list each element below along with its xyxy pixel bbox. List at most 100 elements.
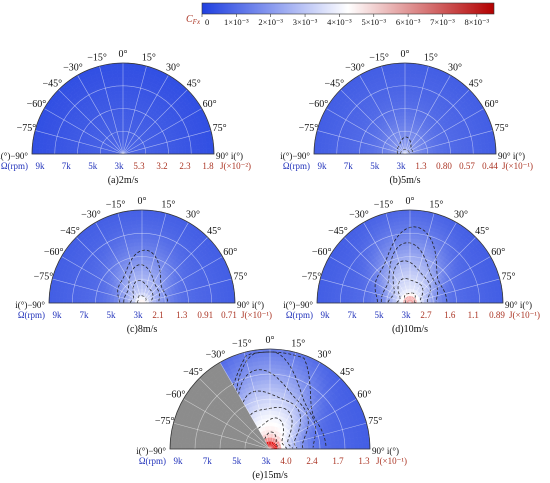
heatmap-cell [407, 263, 411, 268]
heatmap-cell [341, 293, 347, 300]
heatmap-cell [402, 111, 406, 116]
heatmap-cell [45, 148, 50, 155]
heatmap-cell [84, 295, 90, 300]
angle-tick-label: −15° [106, 200, 126, 211]
heatmap-cell [141, 256, 146, 261]
heatmap-cell [443, 151, 448, 155]
polar-grid [31, 62, 215, 155]
heatmap-cell [120, 122, 124, 127]
heatmap-cell [199, 148, 204, 155]
heatmap-cell [138, 252, 143, 257]
heatmap-cell [138, 256, 143, 261]
heatmap-cell [63, 146, 68, 151]
heatmap-cell [188, 299, 193, 304]
heatmap-cell [115, 101, 121, 106]
heatmap-cell [182, 149, 187, 155]
heatmap-cell [141, 241, 147, 247]
left-angle-label: i(°)−90° [15, 300, 45, 310]
heatmap-cell [404, 227, 411, 232]
heatmap-cell [202, 294, 207, 300]
heatmap-cell [135, 209, 143, 214]
heatmap-cell [356, 299, 361, 304]
heatmap-cell [141, 224, 148, 229]
heatmap-cell [404, 76, 411, 81]
j-axis-label: J(×10⁻²) [220, 161, 251, 171]
heatmap-cell [98, 299, 103, 304]
colorbar-gradient [201, 2, 495, 15]
heatmap-cell [446, 150, 451, 155]
heatmap-cell [362, 151, 367, 155]
heatmap-cell [174, 146, 180, 151]
heatmap-cell [403, 252, 408, 258]
heatmap-cell [206, 298, 211, 304]
heatmap-cell [359, 150, 364, 155]
colorbar-tick-label: 0 [205, 17, 209, 27]
grid-spoke [44, 108, 124, 155]
heatmap-cell [117, 80, 124, 85]
heatmap-cell [352, 299, 357, 304]
left-angle-label: i(°)−90° [0, 151, 28, 161]
heatmap-cell [327, 148, 332, 155]
heatmap-cell [445, 297, 450, 301]
heatmap-cell [194, 295, 200, 300]
heatmap-cell [185, 149, 190, 155]
heatmap-cell [406, 259, 411, 264]
heatmap-cell [175, 150, 180, 155]
heatmap-cell [452, 299, 457, 304]
heatmap-cell [402, 249, 407, 254]
heatmap-cell [168, 150, 173, 155]
heatmap-cell [210, 147, 215, 155]
heatmap-cell [117, 76, 124, 81]
heatmap-cell [135, 213, 143, 218]
heatmap-cell [117, 69, 124, 74]
heatmap-cell [122, 108, 127, 113]
heatmap-cell [331, 148, 336, 155]
heatmap-cell [184, 299, 189, 304]
grid-spoke [122, 66, 147, 155]
colorbar-tick-label: 1×10⁻³ [224, 17, 249, 27]
heatmap-cell [446, 147, 451, 152]
heatmap-cell [363, 299, 368, 304]
heatmap-cell [160, 148, 166, 152]
heatmap-cell [485, 148, 490, 155]
heatmap-cell [185, 145, 190, 151]
heatmap-cell [137, 234, 143, 239]
heatmap-cell [466, 294, 471, 300]
heatmap-cell [134, 245, 139, 251]
heatmap-cell [401, 104, 406, 109]
heatmap-cell [460, 146, 465, 151]
heatmap-cell [184, 296, 189, 301]
heatmap-cell [453, 146, 458, 152]
heatmap-cell [348, 150, 353, 155]
heatmap-cell [398, 108, 403, 113]
heatmap-cell [409, 234, 415, 239]
heatmap-cell [341, 149, 346, 155]
heatmap-cell [196, 148, 201, 155]
heatmap-cell [404, 87, 410, 92]
heatmap-cell [202, 298, 207, 304]
heatmap-cell [141, 238, 147, 243]
heatmap-cell [413, 238, 419, 243]
heatmap-cell [404, 104, 409, 109]
heatmap-cell [31, 147, 36, 155]
heatmap-cell [81, 294, 86, 300]
colorbar-ticks: 0 1×10⁻³ 2×10⁻³ 3×10⁻³ 4×10⁻³ 5×10⁻³ 6×10⁻³ 7×1… [201, 14, 490, 27]
heatmap-cell [216, 297, 221, 304]
angle-tick-label: −60° [44, 247, 64, 258]
heatmap-cell [138, 249, 143, 254]
heatmap-cell [220, 297, 225, 304]
heatmap-cell [481, 148, 486, 155]
heatmap-cell [141, 216, 148, 222]
heatmap-cell [70, 150, 75, 155]
angle-tick-label: 15° [142, 52, 156, 63]
heatmap-cell [35, 148, 40, 155]
heatmap-cell [408, 90, 414, 96]
left-angle-label: i(°)−90° [280, 151, 310, 161]
heatmap-cell [135, 252, 140, 258]
grid-spoke [122, 75, 169, 155]
colorbar-tick-label: 6×10⁻³ [396, 17, 421, 27]
omega-tick-label: 3k [115, 161, 125, 171]
heatmap-cell [338, 145, 343, 151]
omega-tick-label: 9k [318, 161, 328, 171]
heatmap-cell [126, 87, 132, 92]
